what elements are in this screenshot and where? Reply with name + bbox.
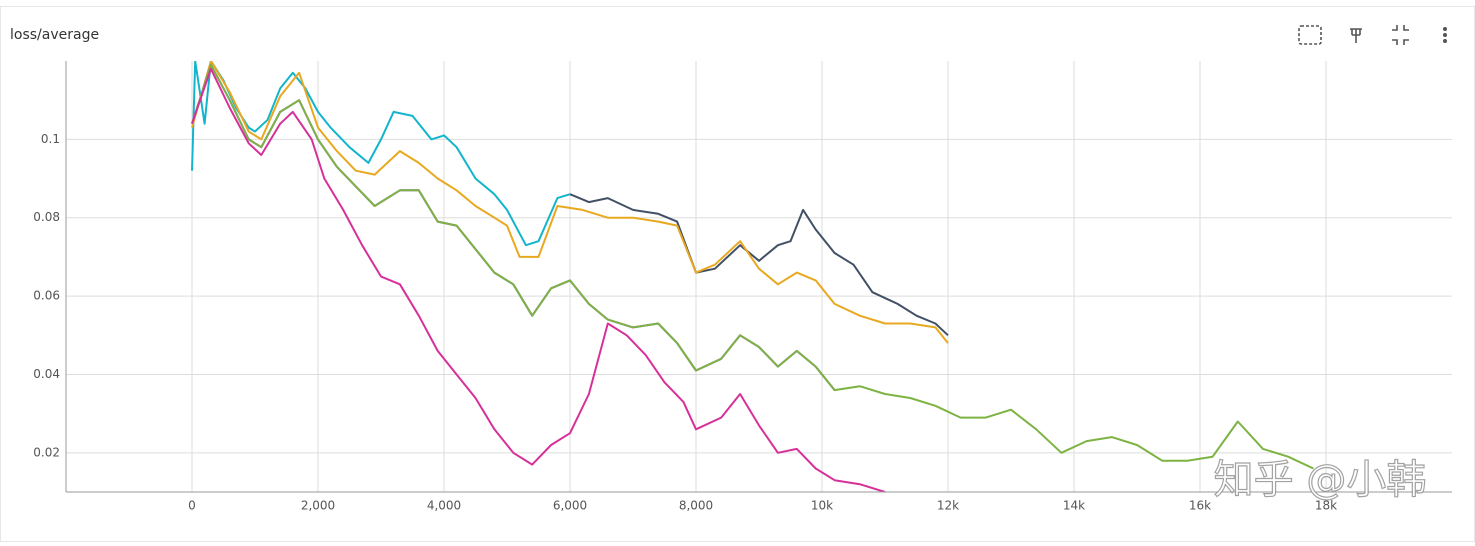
x-tick-label: 0 [188, 499, 196, 513]
more-button[interactable] [1443, 27, 1447, 43]
y-tick-label: 0.04 [33, 367, 60, 381]
toolbar [1298, 25, 1447, 45]
x-tick-label: 12k [937, 499, 959, 513]
chart-title: loss/average [10, 27, 99, 43]
y-tick-label: 0.08 [33, 210, 60, 224]
x-tick-label: 10k [811, 499, 833, 513]
series-line [569, 193, 949, 337]
x-tick-label: 2,000 [301, 499, 335, 513]
x-tick-label: 14k [1063, 499, 1085, 513]
y-tick-label: 0.1 [41, 132, 60, 146]
x-tick-label: 4,000 [427, 499, 461, 513]
x-tick-label: 16k [1189, 499, 1211, 513]
x-tick-label: 8,000 [679, 499, 713, 513]
x-tick-label: 6,000 [553, 499, 587, 513]
y-tick-label: 0.06 [33, 289, 60, 303]
watermark: 知乎 @小韩 [1214, 457, 1427, 503]
collapse-button[interactable] [1392, 25, 1409, 45]
y-tick-label: 0.02 [33, 445, 60, 459]
pin-button[interactable] [1350, 28, 1362, 43]
x-tick-label: 18k [1315, 499, 1337, 513]
fit-domain-button[interactable] [1298, 25, 1322, 45]
series-line [191, 61, 949, 344]
series-line [191, 67, 886, 492]
series-line [191, 63, 1314, 470]
